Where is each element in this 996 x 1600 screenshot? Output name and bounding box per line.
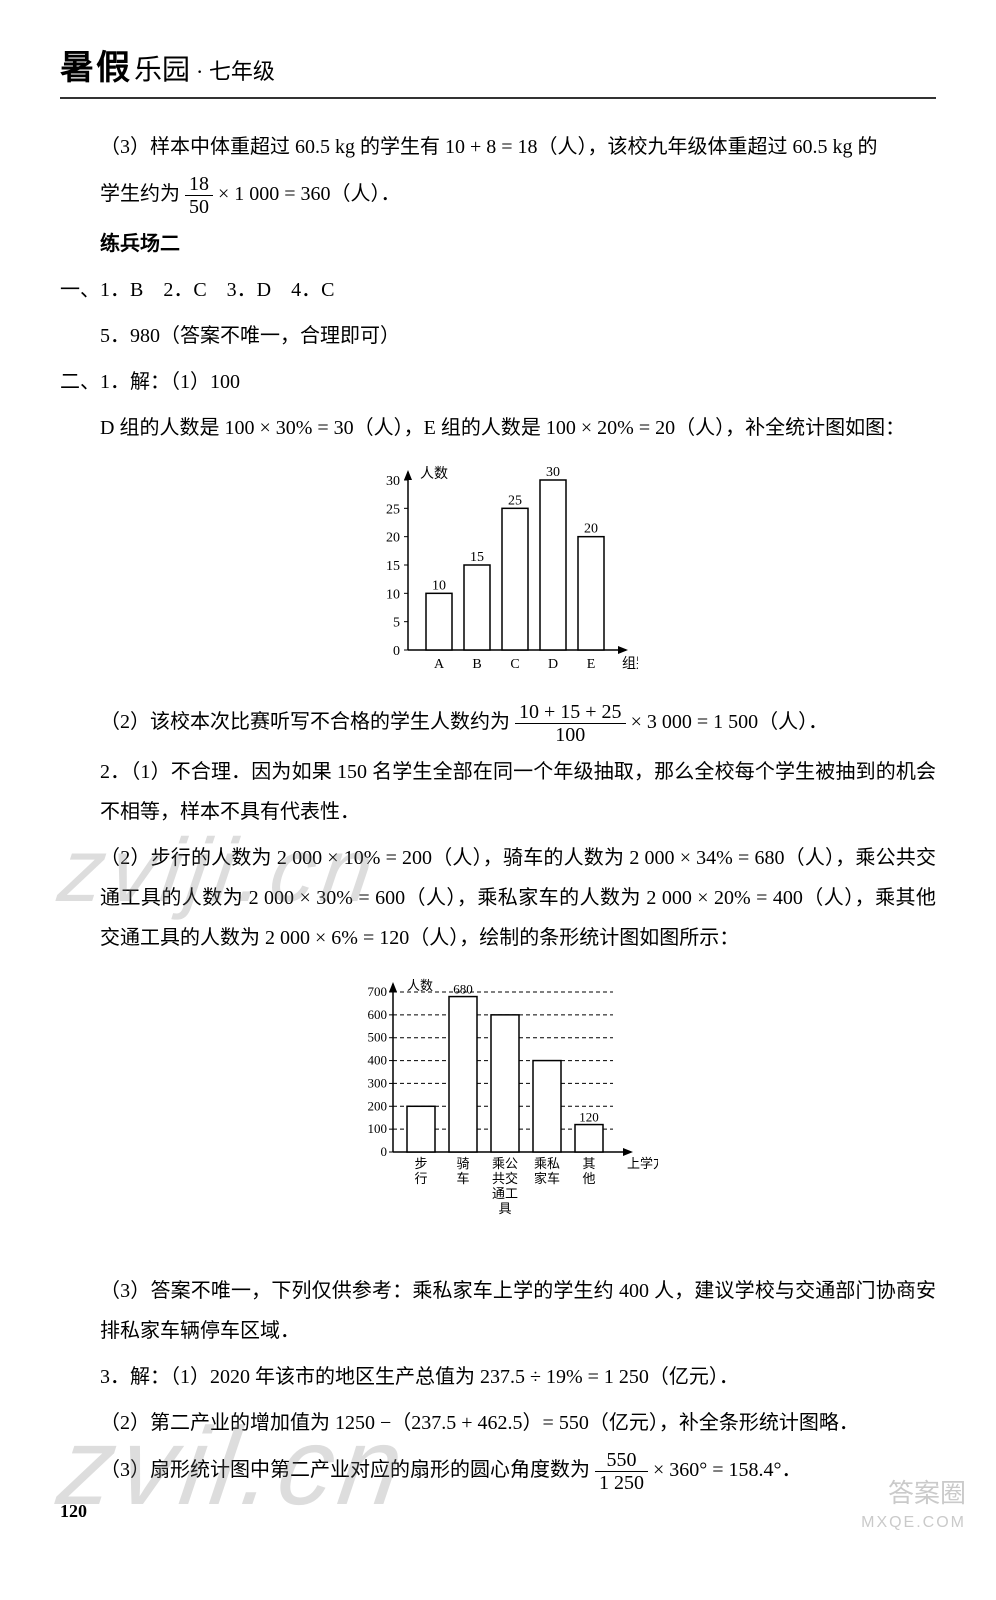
svg-text:0: 0 [393, 644, 400, 659]
sec2-line2: D 组的人数是 100 × 30% = 30（人），E 组的人数是 100 × … [100, 408, 936, 448]
sec1-line1: 一、1．B 2．C 3．D 4．C [60, 270, 936, 310]
svg-text:20: 20 [386, 531, 400, 546]
svg-text:30: 30 [386, 474, 400, 489]
p1b-suffix: × 1 000 = 360（人）． [218, 183, 401, 205]
svg-text:500: 500 [368, 1030, 388, 1045]
frac-den: 50 [185, 196, 213, 218]
q2-1: 2．（1）不合理．因为如果 150 名学生全部在同一个年级抽取，那么全校每个学生… [100, 752, 936, 832]
svg-text:0: 0 [381, 1144, 388, 1159]
svg-text:25: 25 [386, 502, 400, 517]
svg-text:5: 5 [393, 616, 400, 631]
svg-text:B: B [472, 657, 481, 672]
svg-text:D: D [548, 657, 558, 672]
fraction-550-1250: 550 1 250 [595, 1449, 648, 1494]
svg-text:行: 行 [414, 1171, 427, 1186]
para-3-weight-a: （3）样本中体重超过 60.5 kg 的学生有 10 + 8 = 18（人），该… [100, 127, 936, 167]
svg-text:乘公: 乘公 [492, 1156, 518, 1171]
svg-text:E: E [587, 657, 596, 672]
svg-text:10: 10 [386, 587, 400, 602]
q2-2: （2）步行的人数为 2 000 × 10% = 200（人），骑车的人数为 2 … [100, 838, 936, 958]
chart2-container: 0 100 200 300 400 500 600 700 步行 680 骑车 乘公共交通工具 乘私家车… [60, 972, 936, 1257]
p2-prefix: （2）该校本次比赛听写不合格的学生人数约为 [100, 711, 510, 733]
svg-text:300: 300 [368, 1075, 388, 1090]
q3-1: 3．解：（1）2020 年该市的地区生产总值为 237.5 ÷ 19% = 1 … [100, 1357, 936, 1397]
svg-text:120: 120 [579, 1110, 599, 1125]
q3-3: （3）扇形统计图中第二产业对应的扇形的圆心角度数为 550 1 250 × 36… [100, 1449, 936, 1494]
svg-text:车: 车 [456, 1171, 469, 1186]
svg-text:A: A [434, 657, 445, 672]
svg-text:C: C [510, 657, 519, 672]
para-listen-fail: （2）该校本次比赛听写不合格的学生人数约为 10 + 15 + 25 100 ×… [100, 701, 936, 746]
svg-text:15: 15 [470, 550, 484, 565]
svg-text:100: 100 [368, 1121, 388, 1136]
p2-suffix: × 3 000 = 1 500（人）． [631, 711, 829, 733]
svg-text:骑: 骑 [456, 1156, 469, 1171]
svg-text:步: 步 [414, 1156, 427, 1171]
chart2-bar-chart: 0 100 200 300 400 500 600 700 步行 680 骑车 乘公共交通工具 乘私家车… [338, 972, 658, 1252]
svg-text:具: 具 [498, 1201, 511, 1216]
chart1-container: 0 5 10 15 20 25 30 10 A 15 B 25 C 30 D 20 E 人数组别 [60, 462, 936, 687]
watermark-4: MXQE.COM [861, 1514, 966, 1532]
svg-text:680: 680 [453, 982, 473, 997]
q3-3-suffix: × 360° = 158.4°． [653, 1459, 802, 1481]
q3-3-prefix: （3）扇形统计图中第二产业对应的扇形的圆心角度数为 [100, 1459, 590, 1481]
svg-text:上学方式: 上学方式 [627, 1156, 658, 1171]
svg-text:400: 400 [368, 1053, 388, 1068]
svg-text:10: 10 [432, 578, 446, 593]
svg-text:人数: 人数 [420, 466, 448, 482]
frac-num: 18 [185, 173, 213, 196]
section-title: 练兵场二 [100, 224, 936, 264]
chart1-bar-chart: 0 5 10 15 20 25 30 10 A 15 B 25 C 30 D 20 E 人数组别 [358, 462, 638, 682]
svg-text:通工: 通工 [492, 1186, 518, 1201]
header-title-main: 暑假 [60, 40, 132, 89]
page-header: 暑假 乐园 · 七年级 [60, 40, 936, 99]
q3-2: （2）第二产业的增加值为 1250 −（237.5 + 462.5）= 550（… [100, 1403, 936, 1443]
para-3-weight-b: 学生约为 18 50 × 1 000 = 360（人）． [100, 173, 936, 218]
fraction-18-50: 18 50 [185, 173, 213, 218]
svg-text:共交: 共交 [492, 1171, 518, 1186]
svg-text:25: 25 [508, 493, 522, 508]
svg-text:200: 200 [368, 1098, 388, 1113]
svg-text:组别: 组别 [622, 656, 638, 672]
svg-text:人数: 人数 [407, 978, 433, 993]
svg-text:其: 其 [582, 1156, 595, 1171]
svg-text:他: 他 [582, 1171, 595, 1186]
q2-3: （3）答案不唯一，下列仅供参考：乘私家车上学的学生约 400 人，建议学校与交通… [100, 1271, 936, 1351]
frac3-den: 1 250 [595, 1472, 648, 1494]
sec2-line1: 二、1．解：（1）100 [60, 362, 936, 402]
page-number: 120 [60, 1501, 87, 1522]
p1b-prefix: 学生约为 [100, 183, 180, 205]
sec1-line2: 5．980（答案不唯一，合理即可） [100, 316, 936, 356]
header-grade: · 七年级 [196, 54, 275, 86]
frac3-num: 550 [595, 1449, 648, 1472]
svg-text:20: 20 [584, 522, 598, 537]
svg-text:700: 700 [368, 984, 388, 999]
svg-text:乘私: 乘私 [534, 1156, 560, 1171]
svg-text:家车: 家车 [534, 1171, 560, 1186]
header-title-sub: 乐园 [134, 48, 190, 88]
svg-text:15: 15 [386, 559, 400, 574]
fraction-sum-100: 10 + 15 + 25 100 [515, 701, 626, 746]
svg-text:30: 30 [546, 465, 560, 480]
frac2-den: 100 [515, 724, 626, 746]
frac2-num: 10 + 15 + 25 [515, 701, 626, 724]
svg-text:600: 600 [368, 1007, 388, 1022]
